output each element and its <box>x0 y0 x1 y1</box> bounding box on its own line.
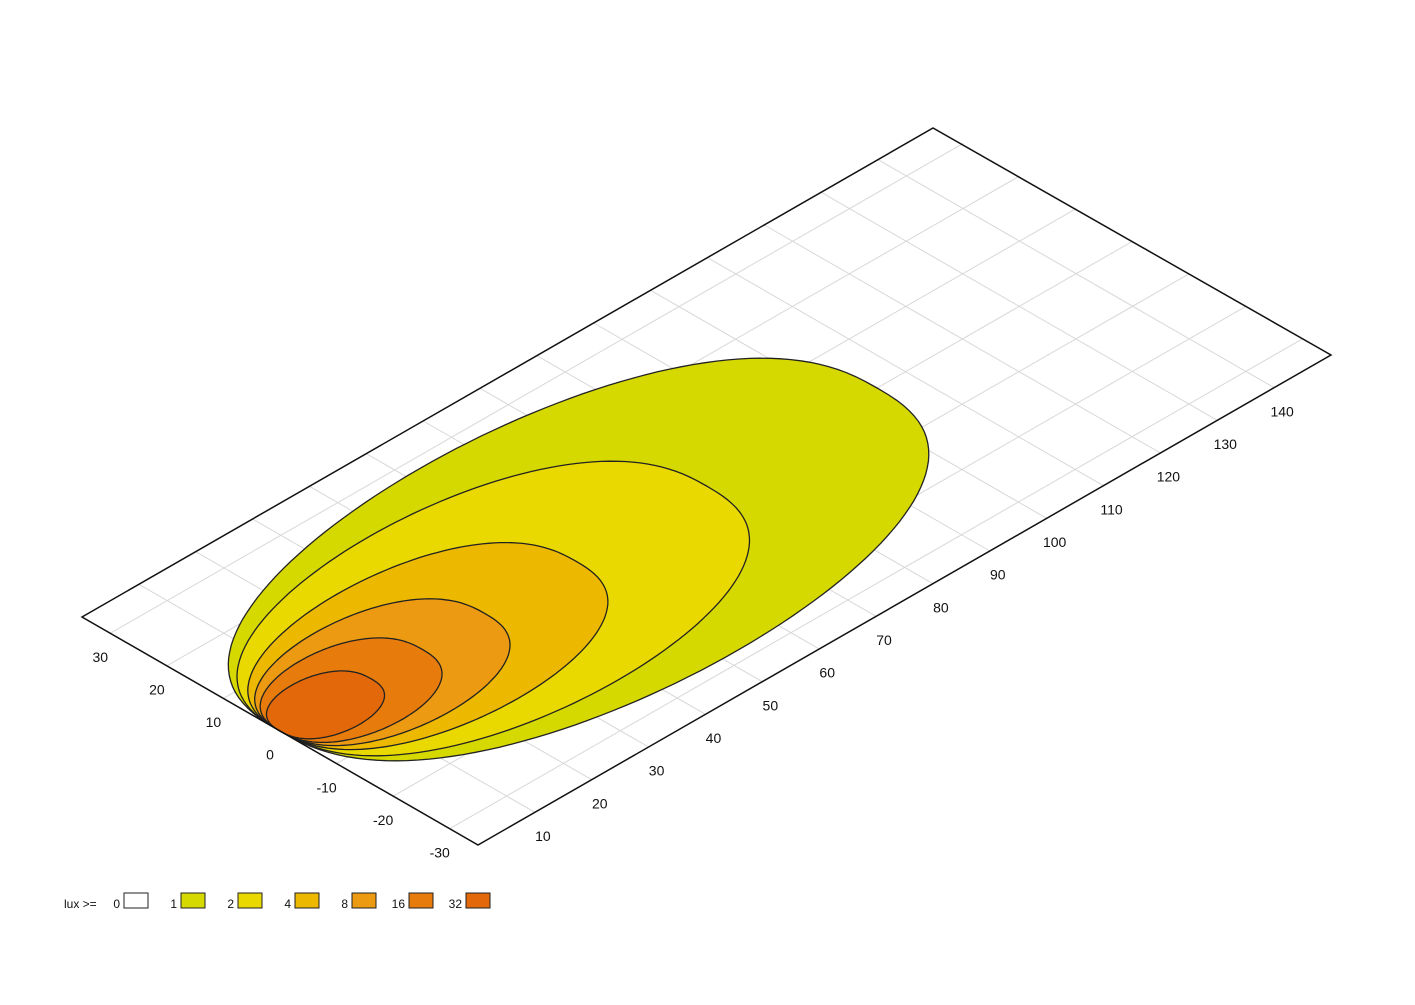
legend-swatch <box>351 892 377 909</box>
legend-title: lux >= <box>64 897 97 911</box>
x-tick-label: 130 <box>1214 436 1238 452</box>
y-tick-label: 10 <box>206 714 222 730</box>
legend-swatch <box>237 892 263 909</box>
legend: lux >= 0 1 2 4 8 16 32 <box>64 892 491 911</box>
y-tick-label: 0 <box>266 747 274 763</box>
grid-line <box>110 142 964 634</box>
x-tick-label: 60 <box>819 665 835 681</box>
legend-label: 1 <box>170 897 177 911</box>
legend-swatch <box>123 892 149 909</box>
y-tick-label: -20 <box>373 812 393 828</box>
legend-label: 8 <box>341 897 348 911</box>
isolux-contour <box>265 670 386 740</box>
x-tick-label: 10 <box>535 828 551 844</box>
x-tick-label: 30 <box>649 763 665 779</box>
legend-label: 0 <box>113 897 120 911</box>
legend-label: 4 <box>284 897 291 911</box>
x-tick-label: 90 <box>990 567 1006 583</box>
x-tick-label: 20 <box>592 795 608 811</box>
legend-swatch <box>408 892 434 909</box>
y-tick-label: -10 <box>316 779 336 795</box>
x-tick-label: 110 <box>1100 501 1123 517</box>
x-tick-label: 40 <box>706 730 722 746</box>
y-tick-label: 20 <box>149 682 165 698</box>
x-tick-label: 100 <box>1043 534 1067 550</box>
tick-labels: 102030405060708090100110120130140-30-20-… <box>92 403 1294 860</box>
plane-border <box>80 127 1333 846</box>
x-tick-label: 50 <box>763 697 779 713</box>
legend-label: 16 <box>392 897 406 911</box>
legend-swatch <box>180 892 206 909</box>
legend-label: 2 <box>227 897 234 911</box>
y-tick-label: 30 <box>92 649 108 665</box>
x-tick-label: 70 <box>876 632 892 648</box>
y-tick-label: -30 <box>430 844 450 860</box>
legend-swatch <box>465 892 491 909</box>
x-tick-label: 120 <box>1157 469 1181 485</box>
legend-swatch <box>294 892 320 909</box>
x-tick-label: 80 <box>933 599 949 615</box>
legend-label: 32 <box>449 897 463 911</box>
x-tick-label: 140 <box>1270 403 1294 419</box>
contours <box>227 357 930 762</box>
grid-line <box>449 338 1303 830</box>
